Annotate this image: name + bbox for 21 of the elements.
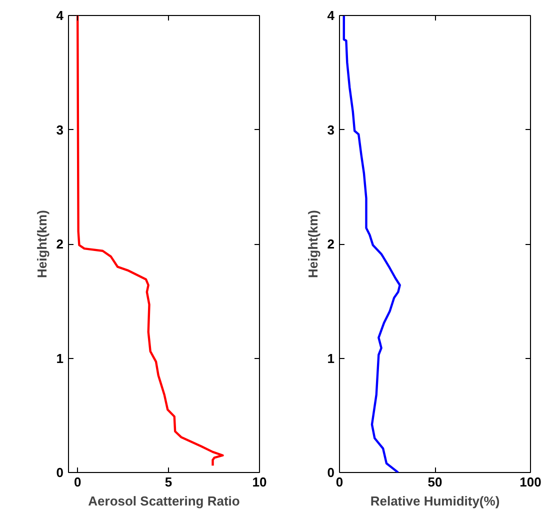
y-axis-title: Height(km) xyxy=(34,210,50,278)
y-tick-label: 4 xyxy=(327,8,336,23)
line-series xyxy=(76,16,224,467)
y-tick-label: 3 xyxy=(327,122,335,138)
x-axis-title: Relative Humidity(%) xyxy=(370,494,500,508)
x-tick-label: 0 xyxy=(74,474,82,490)
y-tick-label: 0 xyxy=(56,465,64,480)
y-axis-title: Height(km) xyxy=(305,210,320,278)
x-tick-label: 50 xyxy=(428,474,442,490)
line-series xyxy=(342,16,401,472)
x-tick-label: 100 xyxy=(520,474,542,490)
y-tick-label: 0 xyxy=(327,465,335,480)
y-tick-label: 1 xyxy=(56,350,64,366)
y-tick-label: 2 xyxy=(56,236,64,252)
x-axis-title: Aerosol Scattering Ratio xyxy=(88,494,240,508)
y-tick-label: 3 xyxy=(56,122,64,138)
x-tick-label: 10 xyxy=(252,474,267,490)
y-tick-label: 2 xyxy=(327,236,335,252)
y-tick-label: 1 xyxy=(327,350,335,366)
y-tick-label: 4 xyxy=(56,8,64,23)
x-tick-label: 5 xyxy=(164,474,172,490)
